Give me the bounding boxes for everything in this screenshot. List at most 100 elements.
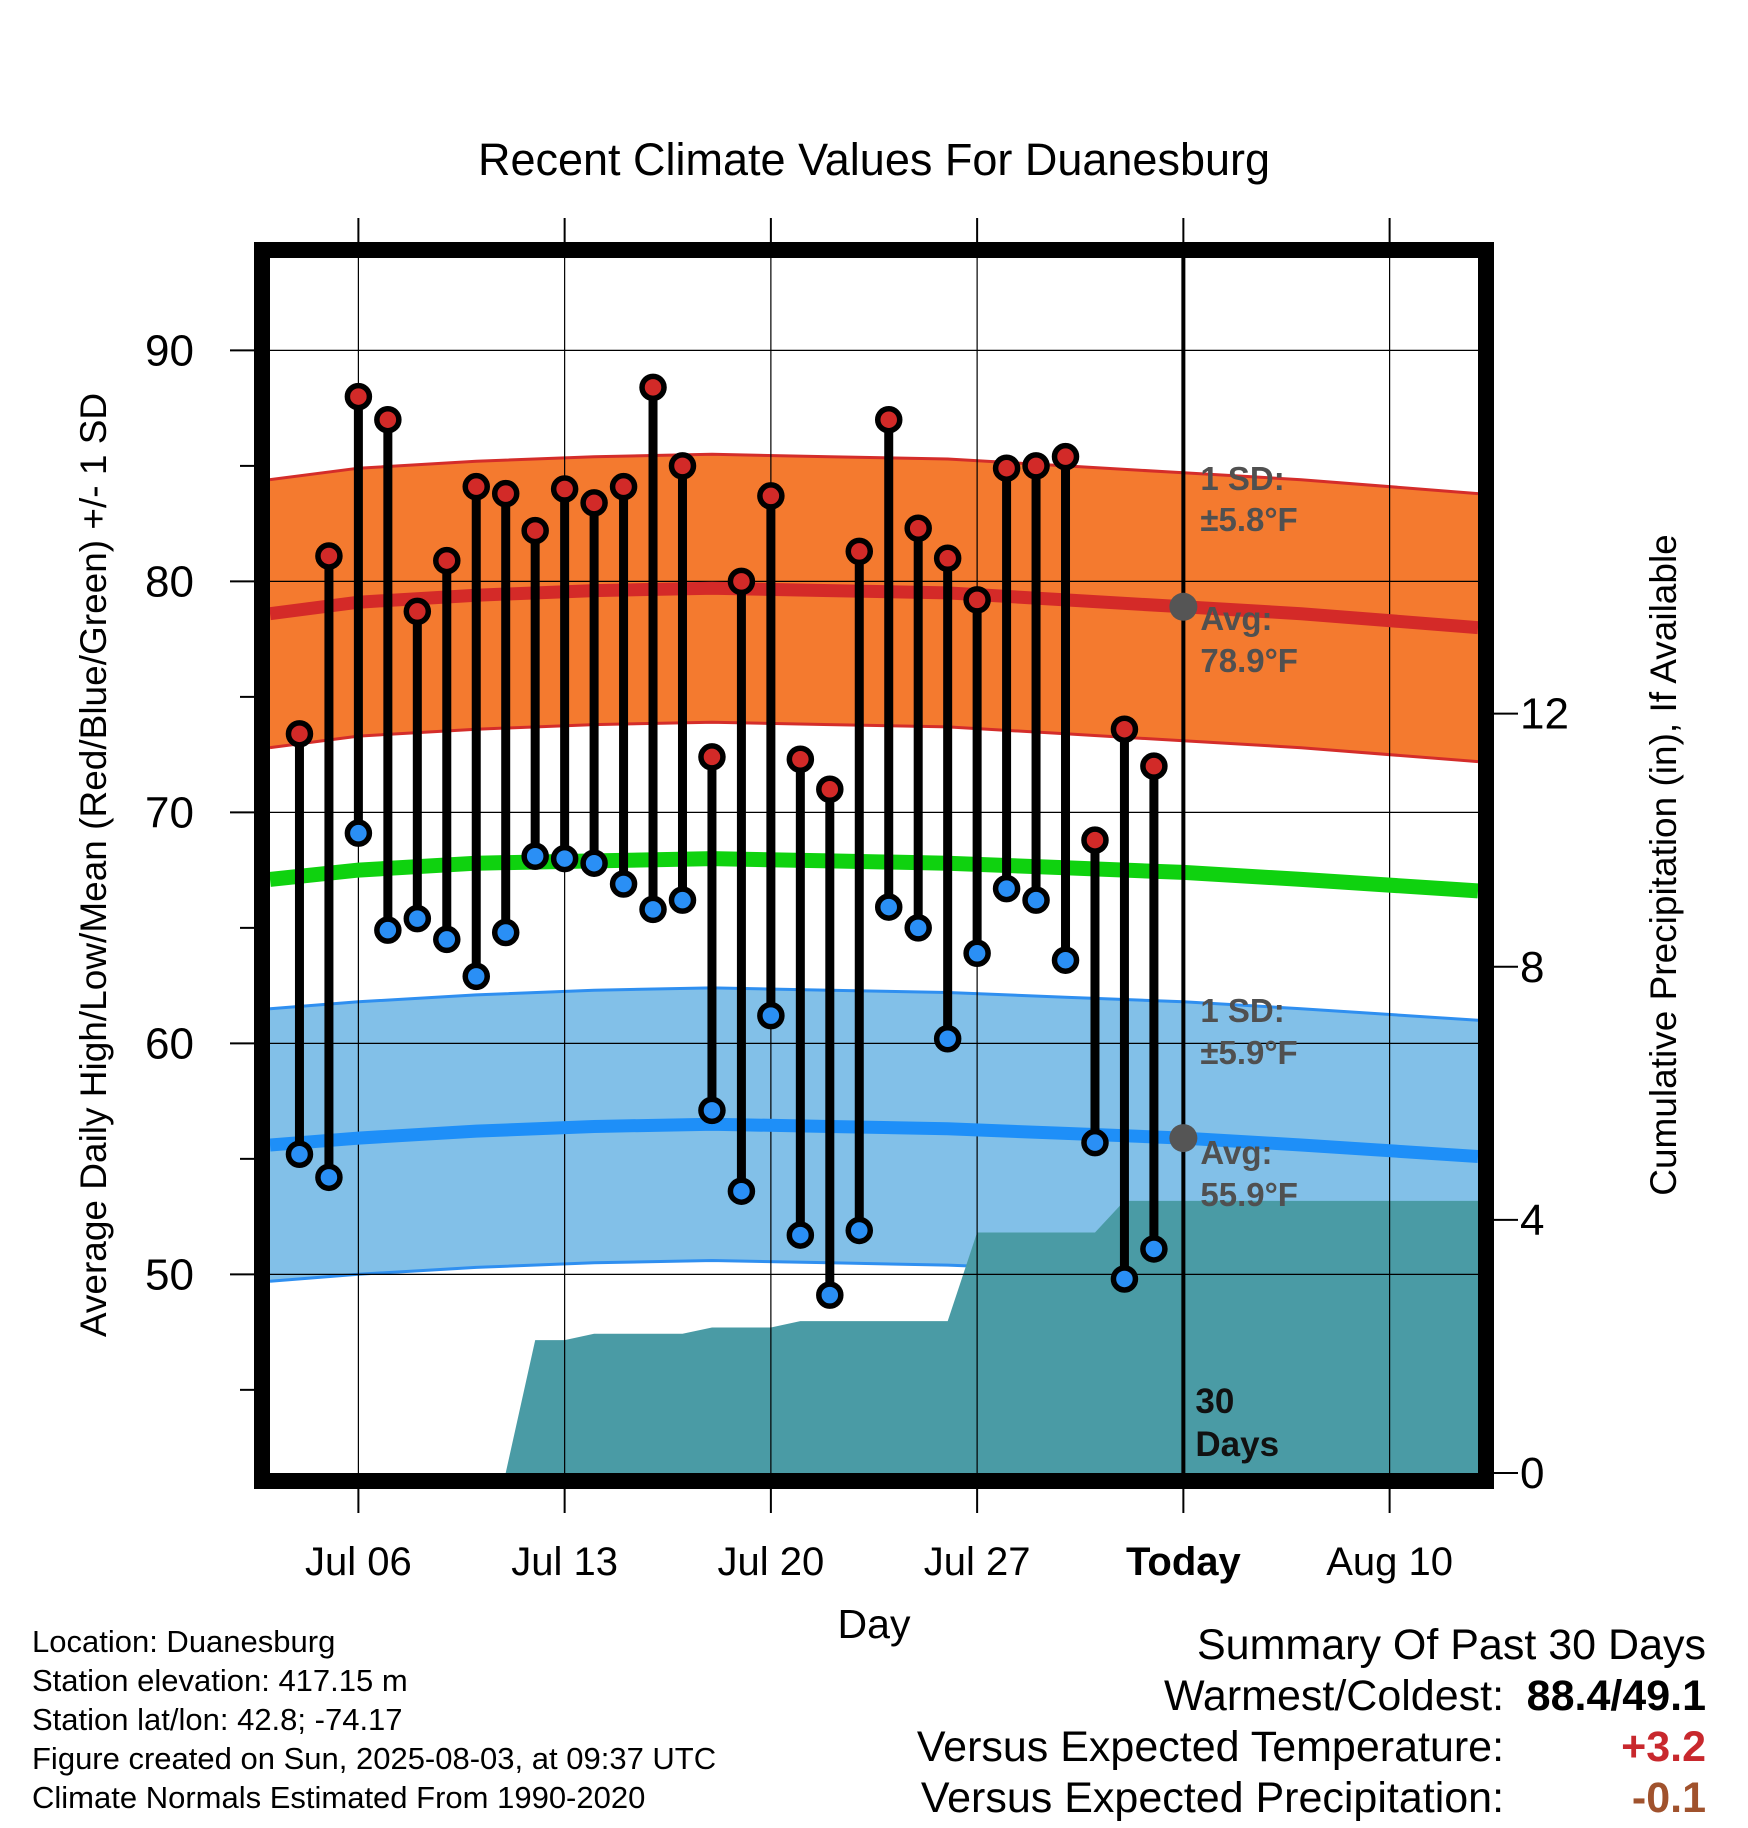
low-point <box>374 916 402 944</box>
y-tick-label: 60 <box>145 1019 194 1068</box>
x-tick-label: Jul 13 <box>511 1540 618 1584</box>
today-high-normal-marker <box>1169 592 1198 621</box>
temp-value: +3.2 <box>1621 1723 1706 1771</box>
high-sd-value: ±5.8°F <box>1200 501 1297 538</box>
high-point <box>845 537 874 566</box>
high-avg-label: Avg: <box>1200 600 1272 637</box>
y-tick-label: 80 <box>145 557 194 606</box>
high-point <box>1110 715 1139 743</box>
low-point <box>285 1140 314 1168</box>
high-point <box>550 475 579 503</box>
station-info: Location: Duanesburg Station elevation: … <box>32 1622 716 1817</box>
normals-text: Climate Normals Estimated From 1990-2020 <box>32 1780 646 1815</box>
summary-warmest-row: Warmest/Coldest: 88.4/49.1 <box>917 1671 1706 1722</box>
y2-tick-label: 0 <box>1520 1449 1544 1498</box>
high-point <box>344 382 373 411</box>
low-point <box>491 918 520 947</box>
high-point <box>698 743 726 771</box>
low-point <box>845 1216 874 1245</box>
high-point <box>1051 442 1080 471</box>
warmest-label: Warmest/Coldest: <box>1163 1672 1505 1720</box>
y-axis-label: Average Daily High/Low/Mean (Red/Blue/Gr… <box>73 393 114 1337</box>
high-point <box>1081 826 1109 854</box>
low-point <box>668 886 697 914</box>
low-point <box>1110 1265 1139 1293</box>
high-sd-band <box>270 454 1478 762</box>
high-point <box>933 544 962 573</box>
high-point <box>491 479 520 508</box>
high-point <box>403 597 432 626</box>
low-point <box>1022 886 1050 914</box>
y2-tick-label: 8 <box>1520 943 1544 992</box>
low-point <box>462 962 490 991</box>
temp-label: Versus Expected Temperature: <box>916 1723 1505 1771</box>
low-sd-label: 1 SD: <box>1200 992 1284 1029</box>
high-point <box>727 567 756 596</box>
y2-tick-label: 4 <box>1520 1196 1544 1245</box>
low-point <box>963 939 991 968</box>
high-point <box>904 514 932 543</box>
y-tick-label: 50 <box>145 1250 194 1299</box>
high-sd-label: 1 SD: <box>1200 460 1284 497</box>
low-point <box>639 895 667 924</box>
low-avg-value: 55.9°F <box>1200 1176 1298 1213</box>
low-point <box>727 1177 756 1205</box>
low-point <box>403 904 432 933</box>
high-band-upper-edge <box>270 452 1478 496</box>
high-point <box>757 482 785 510</box>
high-point <box>315 542 343 570</box>
low-point <box>786 1221 815 1249</box>
low-point <box>816 1281 844 1309</box>
high-point <box>609 472 638 501</box>
low-point <box>344 819 373 847</box>
plot-area <box>270 258 1478 1473</box>
low-point <box>1081 1128 1109 1157</box>
low-point <box>1051 946 1080 974</box>
today-low-normal-marker <box>1169 1124 1198 1153</box>
high-point <box>874 405 903 434</box>
low-point <box>609 870 638 898</box>
y2-tick-label: 12 <box>1520 690 1569 739</box>
high-point <box>992 454 1021 482</box>
precip-area <box>270 1200 1478 1473</box>
created-text: Figure created on Sun, 2025-08-03, at 09… <box>32 1741 717 1776</box>
high-point <box>639 373 667 402</box>
high-point <box>462 472 490 501</box>
low-point <box>550 844 579 873</box>
low-avg-label: Avg: <box>1200 1134 1272 1171</box>
low-point <box>757 1001 785 1030</box>
low-point <box>992 874 1021 903</box>
precip-value: -0.1 <box>1631 1774 1706 1822</box>
low-point <box>433 925 461 954</box>
y2-axis-label: Cumulative Precipitation (in), If Availa… <box>1643 534 1684 1196</box>
x-tick-label: Aug 10 <box>1326 1540 1453 1584</box>
axis-ticks <box>230 218 1518 1513</box>
high-point <box>521 516 549 545</box>
latlon-text: Station lat/lon: 42.8; -74.17 <box>32 1702 403 1737</box>
elevation-text: Station elevation: 417.15 m <box>32 1663 408 1698</box>
x-tick-label: Today <box>1126 1540 1242 1584</box>
normal-high-line <box>270 581 1478 635</box>
days-count-label: 30 <box>1195 1382 1234 1421</box>
low-point <box>933 1024 962 1053</box>
high-point <box>285 720 314 748</box>
high-point <box>580 489 608 517</box>
days-word-label: Days <box>1195 1425 1279 1464</box>
summary-temp-row: Versus Expected Temperature: +3.2 <box>917 1722 1706 1773</box>
low-point <box>698 1096 726 1125</box>
high-point <box>374 405 402 434</box>
high-point <box>433 546 461 575</box>
high-point <box>1022 452 1050 480</box>
y-tick-label: 70 <box>145 788 194 837</box>
plot-frame <box>254 242 1494 1489</box>
chart-title: Recent Climate Values For Duanesburg <box>478 134 1270 185</box>
y-tick-label: 90 <box>145 326 194 375</box>
x-tick-label: Jul 20 <box>718 1540 825 1584</box>
high-point <box>786 745 815 773</box>
low-point <box>580 849 608 877</box>
precip-label: Versus Expected Precipitation: <box>920 1774 1505 1822</box>
low-point <box>904 914 932 942</box>
x-tick-label: Jul 06 <box>305 1540 412 1584</box>
x-tick-label: Jul 27 <box>924 1540 1031 1584</box>
